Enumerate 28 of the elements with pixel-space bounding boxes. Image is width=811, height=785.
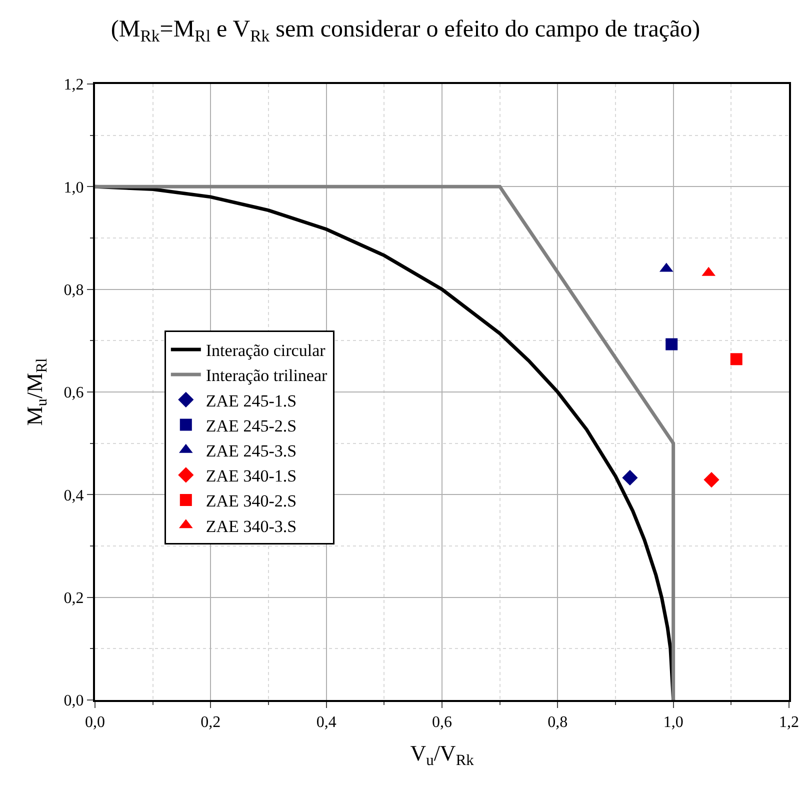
- x-tick-label: 1,2: [779, 714, 799, 732]
- y-tick-label: 0,2: [64, 590, 84, 607]
- legend-label: ZAE 340-2.S: [206, 492, 297, 511]
- point: [666, 338, 678, 350]
- x-tick-label: 0,2: [200, 714, 221, 732]
- legend-label: ZAE 340-3.S: [206, 516, 297, 536]
- y-tick-label: 0,4: [64, 487, 84, 504]
- point: [730, 353, 742, 366]
- chart-title: (M$_{Rk}$=M$_{Rl}$ e V$_{Rk}$ sem considerar o efeito do campo de tração): [110, 16, 700, 46]
- legend-label: Interação circular: [206, 341, 326, 360]
- legend-label: ZAE 245-1.S: [206, 391, 297, 410]
- x-tick-label: 0,4: [316, 714, 336, 732]
- legend-label: ZAE 245-2.S: [206, 416, 297, 436]
- legend-label: ZAE 340-1.S: [206, 466, 297, 486]
- point: [704, 472, 720, 488]
- legend-label: ZAE 245-3.S: [206, 441, 297, 460]
- x-tick-label: 1,0: [663, 714, 684, 732]
- x-tick-label: 0,0: [85, 714, 105, 732]
- y-tick-label: 0,8: [64, 282, 84, 299]
- y-tick-label: 1,0: [64, 179, 84, 196]
- y-tick-label: 0,0: [64, 692, 84, 710]
- x-tick-label: 0,6: [432, 714, 452, 732]
- y-tick-label: 0,6: [64, 384, 84, 402]
- x-axis-title: V$_{u}$/V$_{Rk}$: [410, 740, 474, 770]
- y-tick-label: 1,2: [64, 76, 84, 94]
- point: [622, 470, 638, 486]
- x-tick-label: 0,8: [548, 714, 568, 732]
- legend-label: Interação trilinear: [206, 366, 328, 386]
